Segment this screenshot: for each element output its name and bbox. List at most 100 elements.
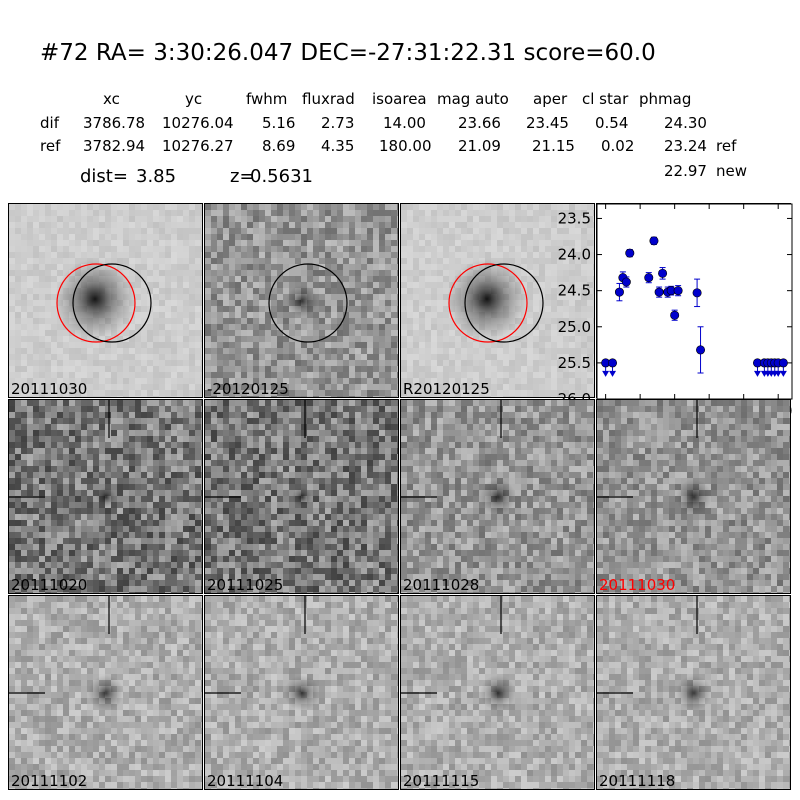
stamp-date-label: -20120125 (207, 380, 289, 398)
plot-background (597, 204, 792, 399)
source-blob (447, 259, 527, 339)
data-point (621, 277, 631, 287)
stamp-panel-10: 20111115 (400, 595, 595, 790)
stamp-panel-8: 20111102 (8, 595, 203, 790)
y-tick-label: 23.5 (558, 209, 591, 227)
stamp-date-label: R20120125 (403, 380, 490, 398)
light-curve-panel: 23.524.024.525.025.526.0020406080100 (558, 203, 793, 420)
row-label-ref: ref (40, 137, 61, 155)
column-header-yc: yc (185, 90, 203, 108)
stamp-date-label: 20111025 (207, 576, 284, 594)
cell-dif-fluxrad: 2.73 (321, 114, 355, 132)
source-blob (286, 285, 318, 317)
stamp-image (9, 596, 202, 789)
column-header-aper: aper (533, 90, 568, 108)
stamp-image (9, 400, 202, 593)
cell-ref-yc: 10276.27 (162, 137, 234, 155)
stamp-panel-11: 20111118 (596, 595, 791, 790)
dif-aperture-circle (268, 263, 348, 343)
dist-value: 3.85 (136, 166, 177, 187)
stamp-panel-1: 20111030 (8, 203, 203, 398)
cell-ref-phmag: 23.24 (664, 137, 707, 155)
source-blob (292, 487, 312, 507)
cell-ref-isoarea: 180.00 (379, 137, 432, 155)
column-header-xc: xc (103, 90, 120, 108)
stamp-date-label: 20111118 (599, 772, 676, 790)
data-point (692, 288, 702, 298)
noise-texture (205, 596, 398, 789)
z-label: z= (230, 166, 255, 187)
stamp-date-label: 20111102 (11, 772, 88, 790)
upper-limit-arrow (779, 370, 787, 377)
cell-dif-yc: 10276.04 (162, 114, 234, 132)
dist-label: dist= (80, 166, 128, 187)
noise-texture (205, 400, 398, 593)
stamp-image (9, 204, 202, 397)
data-point (654, 287, 664, 297)
row-label-dif: dif (40, 114, 59, 132)
source-blob (676, 479, 712, 515)
cell-ref-aper: 21.15 (532, 137, 575, 155)
stamp-date-label: 20111030 (599, 576, 676, 594)
cell-dif-aper: 23.45 (526, 114, 569, 132)
data-point (670, 310, 680, 320)
column-header-phmag: phmag (639, 90, 692, 108)
stamp-panel-4: 20111020 (8, 399, 203, 594)
stamp-panel-3: R20120125 (400, 203, 595, 398)
cell-dif-xc: 3786.78 (83, 114, 146, 132)
data-point (649, 236, 659, 246)
source-blob (55, 259, 135, 339)
noise-texture (597, 400, 790, 593)
source-blob (88, 675, 124, 711)
stamp-panel-7: 20111030 (596, 399, 791, 594)
stamp-image (597, 400, 790, 593)
upper-limit-arrow (602, 370, 610, 377)
light-curve-chart: 23.524.024.525.025.526.0020406080100 (558, 203, 793, 420)
data-point (696, 345, 706, 355)
ref-suffix: ref (716, 137, 737, 155)
data-point (673, 286, 683, 296)
stamp-date-label: 20111115 (403, 772, 480, 790)
column-header-mag-auto: mag auto (437, 90, 509, 108)
dif-aperture-circle (72, 263, 152, 343)
upper-limit-point (778, 358, 788, 368)
upper-limit-arrow (774, 370, 782, 377)
source-blob (480, 479, 516, 515)
upper-limit-point (608, 358, 618, 368)
y-tick-label: 25.0 (558, 318, 591, 336)
dif-aperture-circle (464, 263, 544, 343)
source-blob (284, 675, 320, 711)
source-blob (676, 675, 712, 711)
source-blob (96, 487, 116, 507)
stamp-panel-5: 20111025 (204, 399, 399, 594)
data-point (625, 248, 635, 258)
column-header-fluxrad: fluxrad (302, 90, 355, 108)
cell-ref-mag-auto: 21.09 (458, 137, 501, 155)
stamp-panel-2: -20120125 (204, 203, 399, 398)
stamp-image (205, 596, 398, 789)
stamp-image (205, 204, 398, 397)
cell-dif-cl-star: 0.54 (595, 114, 629, 132)
y-tick-label: 24.5 (558, 282, 591, 300)
cell-dif-fwhm: 5.16 (262, 114, 296, 132)
new-mag-value: 22.97 (664, 162, 707, 180)
cell-ref-fluxrad: 4.35 (321, 137, 355, 155)
upper-limit-arrow (609, 370, 617, 377)
y-tick-label: 25.5 (558, 354, 591, 372)
cell-ref-xc: 3782.94 (83, 137, 146, 155)
upper-limit-arrow (753, 370, 761, 377)
column-header-fwhm: fwhm (246, 90, 288, 108)
column-header-cl-star: cl star (582, 90, 629, 108)
stamp-image (205, 400, 398, 593)
noise-texture (205, 204, 398, 397)
stamp-date-label: 20111028 (403, 576, 480, 594)
page-title: #72 RA= 3:30:26.047 DEC=-27:31:22.31 sco… (40, 40, 656, 66)
data-point (644, 273, 654, 283)
data-point (614, 287, 624, 297)
cell-ref-cl-star: 0.02 (601, 137, 635, 155)
cell-dif-phmag: 24.30 (664, 114, 707, 132)
ref-aperture-circle (56, 263, 136, 343)
y-tick-label: 24.0 (558, 246, 591, 264)
column-header-isoarea: isoarea (372, 90, 427, 108)
stamp-image (401, 400, 594, 593)
